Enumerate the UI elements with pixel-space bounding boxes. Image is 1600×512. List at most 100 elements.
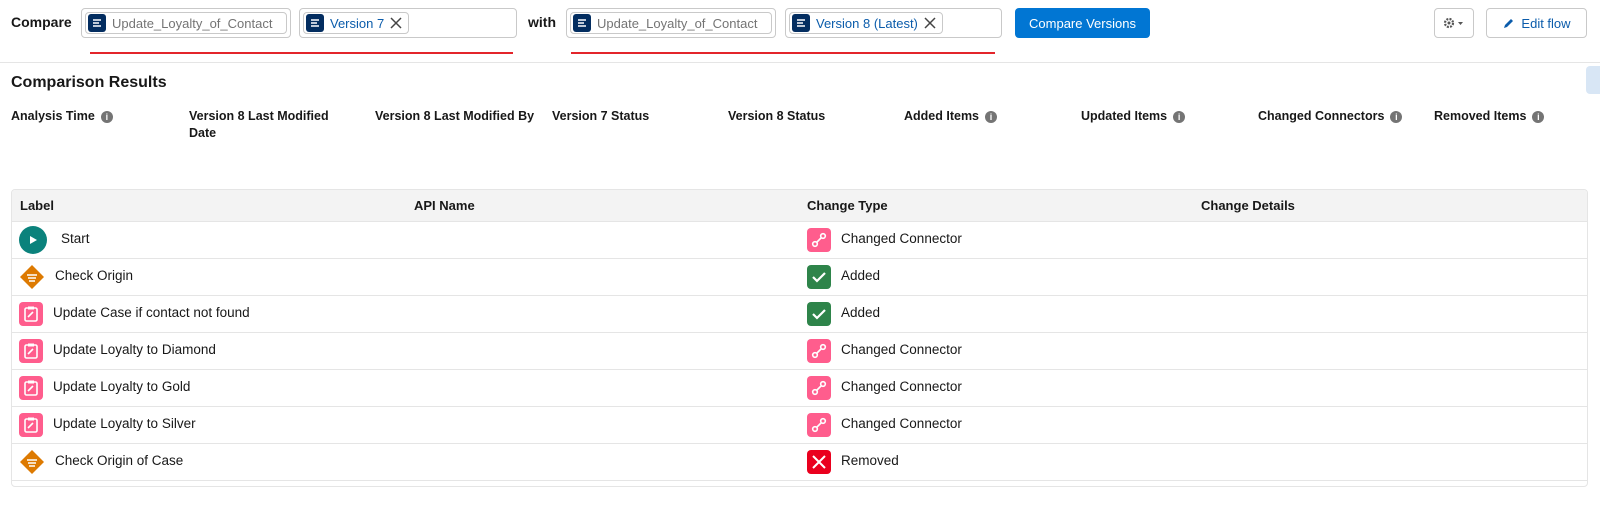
info-icon[interactable]: i xyxy=(1390,110,1403,123)
summary-label: Version 7 Status xyxy=(552,108,712,125)
gear-icon xyxy=(1443,17,1463,29)
change-icon xyxy=(807,228,831,252)
summary-label: Updated Items i xyxy=(1081,108,1241,125)
version-pill[interactable]: Version 7 xyxy=(303,12,410,34)
label-cell: Update Loyalty to Silver xyxy=(19,407,196,443)
info-icon[interactable]: i xyxy=(100,110,113,123)
underline xyxy=(571,52,995,54)
summary-label: Changed Connectors i xyxy=(1258,108,1418,125)
change-type-cell: Removed xyxy=(807,444,899,480)
change-icon xyxy=(807,265,831,289)
table-row: Check Origin of Case Removed xyxy=(12,444,1587,481)
change-type: Removed xyxy=(841,452,899,468)
change-icon xyxy=(807,376,831,400)
info-icon[interactable]: i xyxy=(1173,110,1186,123)
info-icon[interactable]: i xyxy=(985,110,998,123)
summary-label-text: Version 8 Last Modified Date xyxy=(189,109,329,140)
change-type: Changed Connector xyxy=(841,378,962,394)
version-select-b[interactable]: Version 8 (Latest) xyxy=(785,8,1002,38)
label-cell: Start xyxy=(19,222,90,258)
change-icon xyxy=(807,413,831,437)
element-label: Update Loyalty to Gold xyxy=(53,378,191,394)
summary-label-text: Version 8 Status xyxy=(728,109,826,123)
edit-icon xyxy=(1504,18,1514,28)
change-type: Changed Connector xyxy=(841,341,962,357)
table-row: Start Changed Connector xyxy=(12,222,1587,259)
column-header: Change Details xyxy=(1201,198,1295,213)
remove-icon[interactable] xyxy=(390,17,402,29)
change-type-cell: Changed Connector xyxy=(807,222,962,258)
divider xyxy=(0,62,1600,63)
change-icon xyxy=(807,339,831,363)
change-type: Changed Connector xyxy=(841,230,962,246)
element-icon xyxy=(19,413,43,437)
flow-icon xyxy=(573,14,591,32)
change-icon xyxy=(807,302,831,326)
column-header: Change Type xyxy=(807,198,888,213)
with-label: with xyxy=(528,14,556,30)
summary-label: Added Items i xyxy=(904,108,1064,125)
column-header: API Name xyxy=(414,198,475,213)
summary-label: Version 8 Last Modified Date xyxy=(189,108,349,142)
flow-select-a[interactable]: Update_Loyalty_of_Contact xyxy=(81,8,291,38)
label-cell: Update Loyalty to Gold xyxy=(19,370,190,406)
summary-label-text: Removed Items xyxy=(1434,109,1527,123)
change-icon xyxy=(807,450,831,474)
table-header: Label API Name Change Type Change Detail… xyxy=(12,190,1587,222)
summary-label: Version 8 Status xyxy=(728,108,888,125)
change-type-cell: Changed Connector xyxy=(807,407,962,443)
info-icon[interactable]: i xyxy=(1532,110,1545,123)
version-pill[interactable]: Version 8 (Latest) xyxy=(789,12,943,34)
label-cell: Check Origin of Case xyxy=(19,444,183,480)
change-type: Changed Connector xyxy=(841,415,962,431)
flow-icon xyxy=(792,14,810,32)
table-row: Update Loyalty to Diamond Changed Connect… xyxy=(12,333,1587,370)
change-type-cell: Changed Connector xyxy=(807,370,962,406)
change-type-cell: Added xyxy=(807,259,880,295)
summary-label-text: Updated Items xyxy=(1081,109,1168,123)
element-icon xyxy=(19,302,43,326)
element-icon xyxy=(19,376,43,400)
element-label: Start xyxy=(61,230,90,246)
element-label: Check Origin of Case xyxy=(55,452,184,468)
flow-select-b[interactable]: Update_Loyalty_of_Contact xyxy=(566,8,776,38)
change-type: Added xyxy=(841,267,881,283)
summary-label: Removed Items i xyxy=(1434,108,1594,125)
summary-label: Analysis Time i xyxy=(11,108,171,125)
version-name: Version 8 (Latest) xyxy=(816,15,918,31)
settings-button[interactable] xyxy=(1434,8,1474,38)
flow-name: Update_Loyalty_of_Contact xyxy=(112,15,273,31)
summary-label: Version 8 Last Modified By xyxy=(375,108,535,125)
flow-pill: Update_Loyalty_of_Contact xyxy=(570,12,772,34)
change-type-cell: Changed Connector xyxy=(807,333,962,369)
compare-button[interactable]: Compare Versions xyxy=(1015,8,1150,38)
change-type-cell: Added xyxy=(807,296,880,332)
summary-label-text: Version 8 Last Modified By xyxy=(375,109,535,123)
table-row: Update Loyalty to Silver Changed Connecto… xyxy=(12,407,1587,444)
table-row: Update Case if contact not found Added xyxy=(12,296,1587,333)
flow-icon xyxy=(306,14,324,32)
compare-label: Compare xyxy=(11,14,72,30)
version-select-a[interactable]: Version 7 xyxy=(299,8,517,38)
underline xyxy=(90,52,513,54)
flow-icon xyxy=(88,14,106,32)
remove-icon[interactable] xyxy=(924,17,936,29)
summary-label-text: Added Items xyxy=(904,109,980,123)
element-icon xyxy=(19,449,45,475)
label-cell: Update Loyalty to Diamond xyxy=(19,333,216,369)
version-name: Version 7 xyxy=(330,15,385,31)
element-label: Update Loyalty to Diamond xyxy=(53,341,216,357)
summary-label-text: Version 7 Status xyxy=(552,109,650,123)
element-icon xyxy=(19,226,47,254)
panel-toggle[interactable] xyxy=(1586,66,1600,94)
element-icon xyxy=(19,339,43,363)
element-label: Update Loyalty to Silver xyxy=(53,415,196,431)
table-row: Update Loyalty to Gold Changed Connector xyxy=(12,370,1587,407)
table-row: Check Origin Added xyxy=(12,259,1587,296)
label-cell: Update Case if contact not found xyxy=(19,296,250,332)
element-label: Update Case if contact not found xyxy=(53,304,250,320)
edit-flow-text: Edit flow xyxy=(1521,15,1571,31)
element-icon xyxy=(19,264,45,290)
edit-flow-button[interactable]: Edit flow xyxy=(1486,8,1587,38)
